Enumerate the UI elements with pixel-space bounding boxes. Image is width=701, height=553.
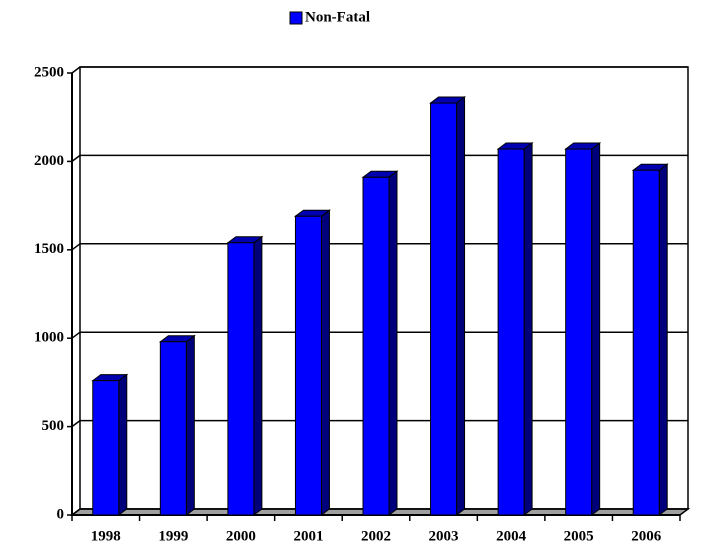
bar	[496, 142, 534, 516]
y-tick-label: 1000	[34, 330, 64, 346]
y-tick-label: 2500	[34, 64, 64, 80]
bar	[91, 373, 129, 516]
bar	[564, 142, 602, 516]
grid-line	[71, 243, 81, 251]
y-tick-label: 1500	[34, 241, 64, 257]
y-tick-label: 500	[42, 418, 65, 434]
x-tick-label: 2004	[496, 528, 527, 544]
x-tick-label: 1998	[91, 528, 121, 544]
grid-line	[71, 508, 81, 516]
bar-front	[632, 169, 660, 516]
bar-side	[523, 142, 533, 516]
x-tick-label: 2002	[361, 528, 391, 544]
bar-front	[294, 215, 322, 516]
grid-line	[71, 331, 81, 339]
grid-line	[71, 66, 81, 74]
bar-front	[565, 148, 593, 516]
legend-label: Non-Fatal	[305, 9, 370, 25]
x-tick-label: 2003	[429, 528, 459, 544]
bar	[226, 235, 264, 516]
bar-side	[118, 373, 128, 516]
x-tick-label: 2006	[631, 528, 662, 544]
x-tick-label: 1999	[158, 528, 188, 544]
grid-line	[71, 420, 81, 428]
bar	[293, 209, 331, 516]
bar-side	[253, 235, 263, 516]
bar-side	[388, 170, 398, 516]
x-tick-label: 2005	[564, 528, 594, 544]
bar-front	[430, 102, 458, 516]
bar-side	[658, 163, 668, 516]
bar-front	[362, 176, 390, 516]
bar-front	[497, 148, 525, 516]
bar-side	[456, 96, 466, 516]
legend-swatch	[289, 11, 303, 25]
grid-line	[71, 154, 81, 162]
bar-side	[591, 142, 601, 516]
y-tick-label: 2000	[34, 153, 64, 169]
y-tick-label: 0	[57, 506, 65, 522]
bar	[631, 163, 669, 516]
bar-front	[227, 242, 255, 516]
x-tick-label: 2001	[293, 528, 323, 544]
bar-side	[185, 334, 195, 516]
bar-front	[92, 380, 120, 516]
x-tick-label: 2000	[226, 528, 256, 544]
bar-front	[159, 341, 187, 516]
bar	[361, 170, 399, 516]
bar-side	[320, 209, 330, 516]
bar	[429, 96, 467, 516]
bar	[158, 334, 196, 516]
